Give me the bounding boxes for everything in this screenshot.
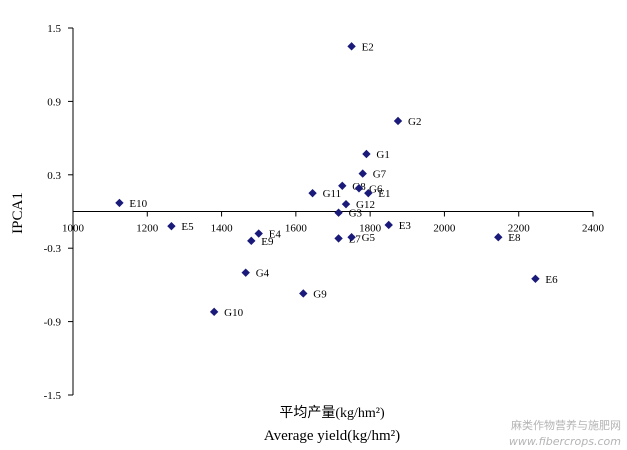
data-point-e4	[254, 229, 263, 238]
data-point-e5	[167, 221, 176, 231]
x-tick-label: 1000	[62, 223, 85, 235]
x-axis-label: Average yield(kg/hm²)	[264, 428, 400, 444]
point-label-e6: E6	[545, 274, 558, 286]
x-tick-labels: 1000 1200 1400 1600 1800 2000 2200 2400	[62, 223, 605, 235]
point-label-g3: G3	[349, 208, 363, 220]
y-tick-label: 0.9	[47, 96, 61, 108]
x-tick-label: 2400	[582, 223, 605, 235]
data-point-g5	[347, 232, 356, 242]
data-point-g2	[393, 116, 403, 126]
x-tick-label: 1800	[359, 223, 382, 235]
point-label-e4: E4	[269, 229, 282, 241]
data-point-e3	[384, 220, 393, 230]
data-point-g11	[308, 188, 317, 198]
y-tick-labels: 1.5 0.9 0.3 -0.3 -0.9 -1.5	[44, 23, 62, 402]
point-label-g7: G7	[373, 169, 387, 181]
data-point-g3	[334, 208, 343, 217]
data-point-g7	[358, 169, 367, 178]
point-label-g5: G5	[362, 232, 376, 244]
point-label-g1: G1	[376, 149, 389, 161]
watermark: 麻类作物营养与施肥网 www.fibercrops.com	[509, 417, 621, 448]
point-label-e2: E2	[362, 41, 374, 53]
data-point-g8	[338, 181, 347, 191]
axes	[68, 27, 594, 396]
data-point-g10	[209, 307, 219, 317]
point-label-g4: G4	[256, 268, 270, 280]
point-label-e1: E1	[378, 188, 390, 200]
data-points: E2G2G1G7G8G6E1G11G12G3E10E5E3E8E4E9E7G5G…	[115, 41, 558, 319]
data-point-g1	[362, 149, 371, 159]
point-label-e10: E10	[129, 198, 147, 210]
x-tick-label: 2000	[433, 223, 456, 235]
y-axis-label: IPCA1	[10, 192, 26, 234]
point-label-g11: G11	[323, 188, 342, 200]
x-tick-label: 1600	[285, 223, 308, 235]
x-tick-label: 1400	[211, 223, 234, 235]
point-label-g12: G12	[356, 199, 375, 211]
watermark-line2: www.fibercrops.com	[508, 435, 621, 448]
point-label-e3: E3	[399, 220, 412, 232]
point-label-g2: G2	[408, 116, 421, 128]
data-point-g9	[299, 289, 308, 298]
y-tick-label: 0.3	[47, 170, 61, 182]
data-point-e2	[347, 42, 356, 51]
watermark-line1: 麻类作物营养与施肥网	[511, 419, 621, 432]
y-tick-label: -0.3	[44, 243, 62, 255]
y-tick-label: -0.9	[44, 317, 62, 329]
data-point-e7	[334, 234, 343, 243]
point-label-e9: E9	[261, 236, 274, 248]
y-tick-label: 1.5	[47, 23, 61, 35]
point-label-g9: G9	[313, 288, 327, 300]
data-point-e10	[115, 198, 124, 208]
data-point-g12	[341, 199, 351, 209]
point-label-g6: G6	[369, 183, 383, 195]
data-point-g4	[241, 268, 250, 277]
x-tick-label: 2200	[508, 223, 531, 235]
data-point-g6	[354, 184, 364, 193]
x-axis-label-cn: 平均产量(kg/hm²)	[279, 405, 385, 421]
point-label-e8: E8	[508, 232, 521, 244]
data-point-e9	[247, 236, 256, 246]
data-point-e6	[531, 274, 540, 283]
point-label-g10: G10	[224, 307, 243, 319]
point-label-e5: E5	[181, 221, 194, 233]
y-tick-label: -1.5	[44, 390, 62, 402]
data-point-e1	[364, 188, 373, 198]
data-point-e8	[494, 232, 503, 242]
x-tick-label: 1200	[136, 223, 159, 235]
